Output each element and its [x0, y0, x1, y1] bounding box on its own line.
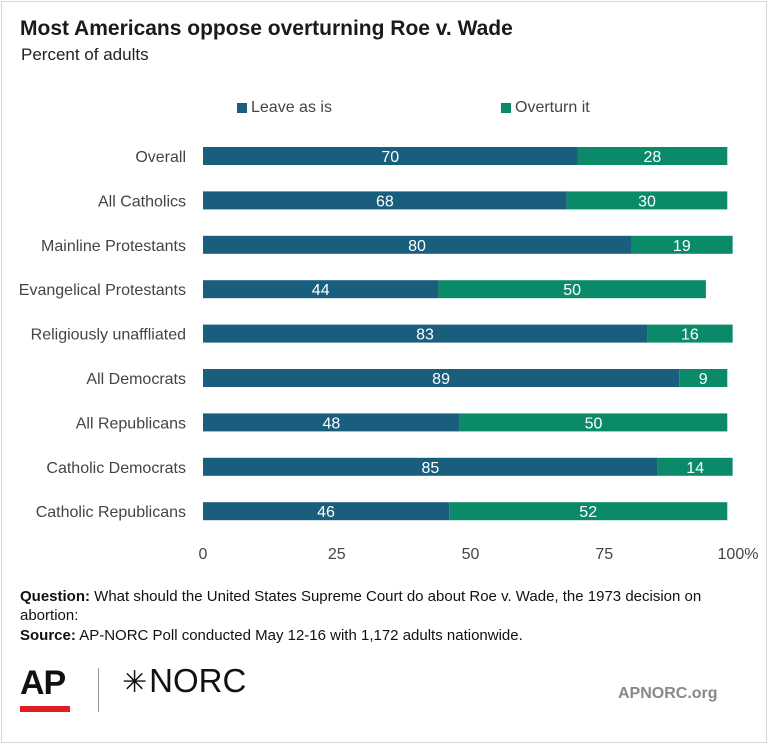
bar-leave: [203, 191, 567, 210]
bar-leave: [203, 369, 680, 387]
data-label-overturn: 30: [638, 193, 656, 210]
x-tick-label: 0: [199, 546, 208, 563]
legend-item-leave: Leave as is: [237, 98, 332, 118]
bar-leave: [203, 280, 439, 299]
legend-label-leave: Leave as is: [251, 99, 332, 116]
data-label-overturn: 50: [563, 282, 581, 299]
source-label: Source:: [20, 627, 76, 644]
category-label: All Republicans: [76, 415, 186, 432]
data-label-overturn: 50: [585, 415, 603, 432]
chart-title: Most Americans oppose overturning Roe v.…: [20, 17, 513, 40]
data-label-overturn: 9: [699, 371, 708, 388]
data-label-overturn: 19: [673, 238, 691, 255]
bar-overturn: [631, 235, 733, 254]
bar-overturn: [449, 502, 728, 521]
category-label: Catholic Republicans: [36, 504, 186, 521]
category-label: Mainline Protestants: [41, 238, 186, 255]
legend-item-overturn: Overturn it: [501, 98, 590, 118]
legend-swatch-overturn: [501, 103, 511, 113]
data-label-overturn: 28: [644, 149, 662, 166]
data-label-leave: 80: [408, 238, 426, 255]
data-label-leave: 46: [317, 504, 335, 521]
x-tick-label: 75: [595, 546, 613, 563]
bar-overturn: [566, 191, 728, 210]
bar-leave: [203, 147, 578, 165]
chart-subtitle: Percent of adults: [21, 45, 149, 64]
category-label: Religiously unaffliated: [31, 327, 186, 344]
bar-overturn: [647, 324, 733, 343]
source-text: AP-NORC Poll conducted May 12-16 with 1,…: [75, 627, 523, 644]
bar-leave: [203, 457, 658, 476]
norc-logo-text: NORC: [149, 662, 247, 699]
bar-leave: [203, 413, 460, 432]
data-label-leave: 89: [432, 371, 450, 388]
question-label: Question:: [20, 588, 90, 605]
question-note: Question: What should the United States …: [20, 587, 750, 625]
data-label-leave: 70: [381, 149, 399, 166]
bar-leave: [203, 502, 450, 521]
ap-logo: AP: [20, 664, 66, 702]
x-tick-label: 100%: [718, 546, 759, 563]
ap-logo-underline: [20, 706, 70, 712]
question-text: What should the United States Supreme Co…: [20, 588, 702, 624]
source-note: Source: AP-NORC Poll conducted May 12-16…: [20, 626, 750, 645]
bar-leave: [203, 324, 648, 343]
legend-swatch-leave: [237, 103, 247, 113]
data-label-leave: 48: [323, 415, 341, 432]
category-label: All Democrats: [86, 371, 186, 388]
x-tick-label: 25: [328, 546, 346, 563]
legend-label-overturn: Overturn it: [515, 99, 590, 116]
bar-overturn: [438, 280, 706, 299]
data-label-overturn: 16: [681, 327, 699, 344]
data-label-overturn: 52: [579, 504, 597, 521]
x-tick-label: 50: [462, 546, 480, 563]
data-label-leave: 83: [416, 327, 434, 344]
data-label-leave: 68: [376, 193, 394, 210]
category-label: All Catholics: [98, 193, 186, 210]
bar-overturn: [657, 457, 733, 476]
bar-overturn: [577, 147, 728, 165]
category-label: Catholic Democrats: [46, 460, 186, 477]
site-url: APNORC.org: [618, 685, 718, 702]
stacked-bar-chart: Overall 70 28 All Catholics 68 30 Mainline Pro…: [19, 147, 759, 563]
logo-separator: [98, 668, 99, 712]
norc-logo: ✳NORC: [122, 662, 246, 700]
data-label-leave: 44: [312, 282, 330, 299]
bar-leave: [203, 235, 631, 254]
bar-overturn: [459, 413, 728, 432]
category-label: Evangelical Protestants: [19, 282, 186, 299]
data-label-overturn: 14: [686, 460, 704, 477]
category-label: Overall: [135, 149, 186, 166]
data-label-leave: 85: [421, 460, 439, 477]
bar-overturn: [679, 369, 728, 387]
norc-star-icon: ✳: [122, 666, 148, 699]
